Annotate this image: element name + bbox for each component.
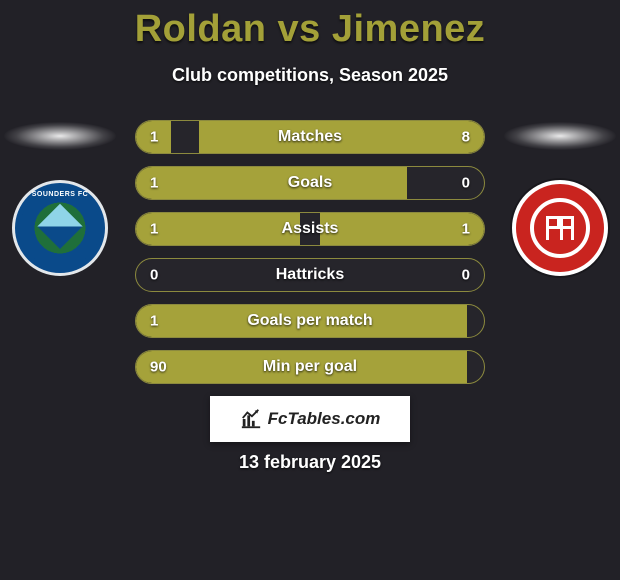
value-left: 0 bbox=[150, 267, 158, 284]
comparison-chart: 18Matches10Goals11Assists00Hattricks1Goa… bbox=[135, 120, 485, 396]
stat-row: 10Goals bbox=[135, 166, 485, 200]
halo-right bbox=[504, 122, 616, 150]
value-left: 1 bbox=[150, 221, 158, 238]
stat-row: 1Goals per match bbox=[135, 304, 485, 338]
bar-right bbox=[199, 121, 484, 153]
value-right: 0 bbox=[462, 175, 470, 192]
halo-left bbox=[4, 122, 116, 150]
badge-left-text: SOUNDERS FC bbox=[15, 191, 105, 198]
stat-row: 11Assists bbox=[135, 212, 485, 246]
date-label: 13 february 2025 bbox=[0, 452, 620, 473]
seattle-sounders-badge: SOUNDERS FC bbox=[12, 180, 108, 276]
stat-row: 0 0Hattricks bbox=[135, 258, 485, 292]
bar-left bbox=[136, 305, 467, 337]
value-left: 1 bbox=[150, 129, 158, 146]
brand-text: FcTables.com bbox=[268, 409, 381, 429]
page-title: Roldan vs Jimenez bbox=[0, 0, 620, 51]
brand-badge: FcTables.com bbox=[210, 396, 410, 442]
row-label: Hattricks bbox=[136, 266, 484, 284]
left-player-panel: SOUNDERS FC bbox=[0, 122, 120, 276]
value-right: 1 bbox=[462, 221, 470, 238]
subtitle: Club competitions, Season 2025 bbox=[0, 65, 620, 86]
bar-left bbox=[136, 213, 300, 245]
bar-left bbox=[136, 167, 407, 199]
aab-badge bbox=[512, 180, 608, 276]
bar-left bbox=[136, 351, 467, 383]
value-left: 1 bbox=[150, 175, 158, 192]
value-left: 1 bbox=[150, 313, 158, 330]
stat-row: 90Min per goal bbox=[135, 350, 485, 384]
chart-icon bbox=[240, 408, 262, 430]
bar-right bbox=[320, 213, 484, 245]
value-right: 8 bbox=[462, 129, 470, 146]
value-right: 0 bbox=[462, 267, 470, 284]
value-left: 90 bbox=[150, 359, 167, 376]
right-player-panel bbox=[500, 122, 620, 276]
stat-row: 18Matches bbox=[135, 120, 485, 154]
